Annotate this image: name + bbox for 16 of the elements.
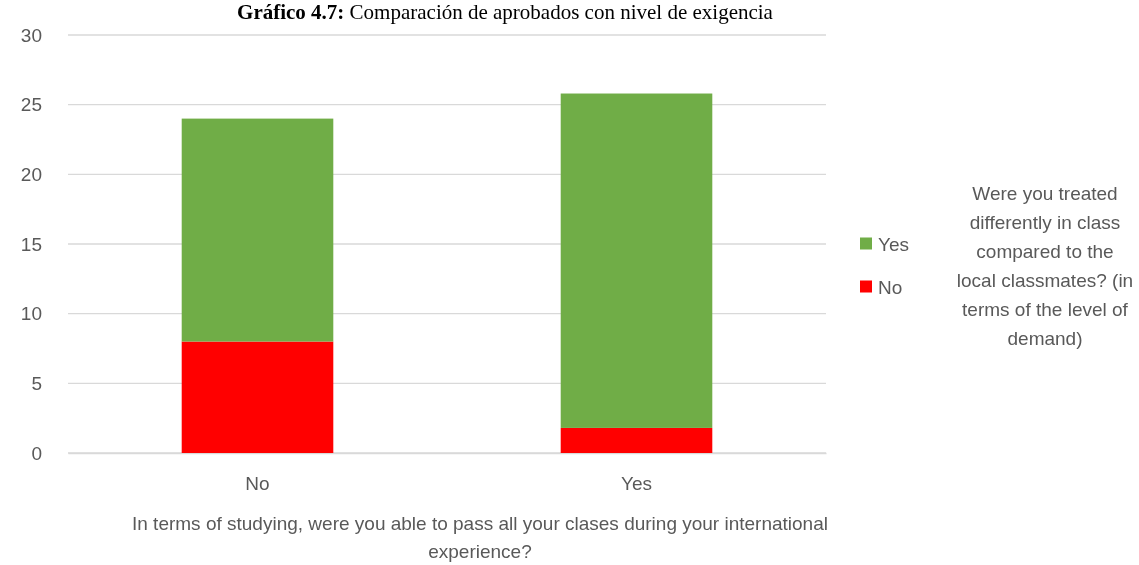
y-tick-label: 10 (20, 303, 42, 325)
y-tick-label: 5 (31, 372, 42, 394)
bar (560, 93, 713, 428)
legend-label: No (878, 276, 903, 298)
x-axis-title: In terms of studying, were you able to pass all your clases during your international experience? (132, 513, 828, 562)
legend-label: Yes (878, 233, 909, 255)
y-tick-label: 25 (20, 94, 42, 116)
bar (181, 118, 334, 342)
y-tick-label: 30 (20, 24, 42, 46)
chart-title: Gráfico 4.7: Comparación de aprobados con nivel de exigencia (237, 0, 774, 24)
bar (560, 427, 713, 453)
y-tick-label: 0 (31, 442, 42, 464)
y-tick-label: 15 (20, 233, 42, 255)
bar (181, 341, 334, 453)
y-tick-label: 20 (20, 163, 42, 185)
legend-title: Were you treated differently in class compared to the local classmates? (in terms of the level of demand) (956, 182, 1134, 349)
